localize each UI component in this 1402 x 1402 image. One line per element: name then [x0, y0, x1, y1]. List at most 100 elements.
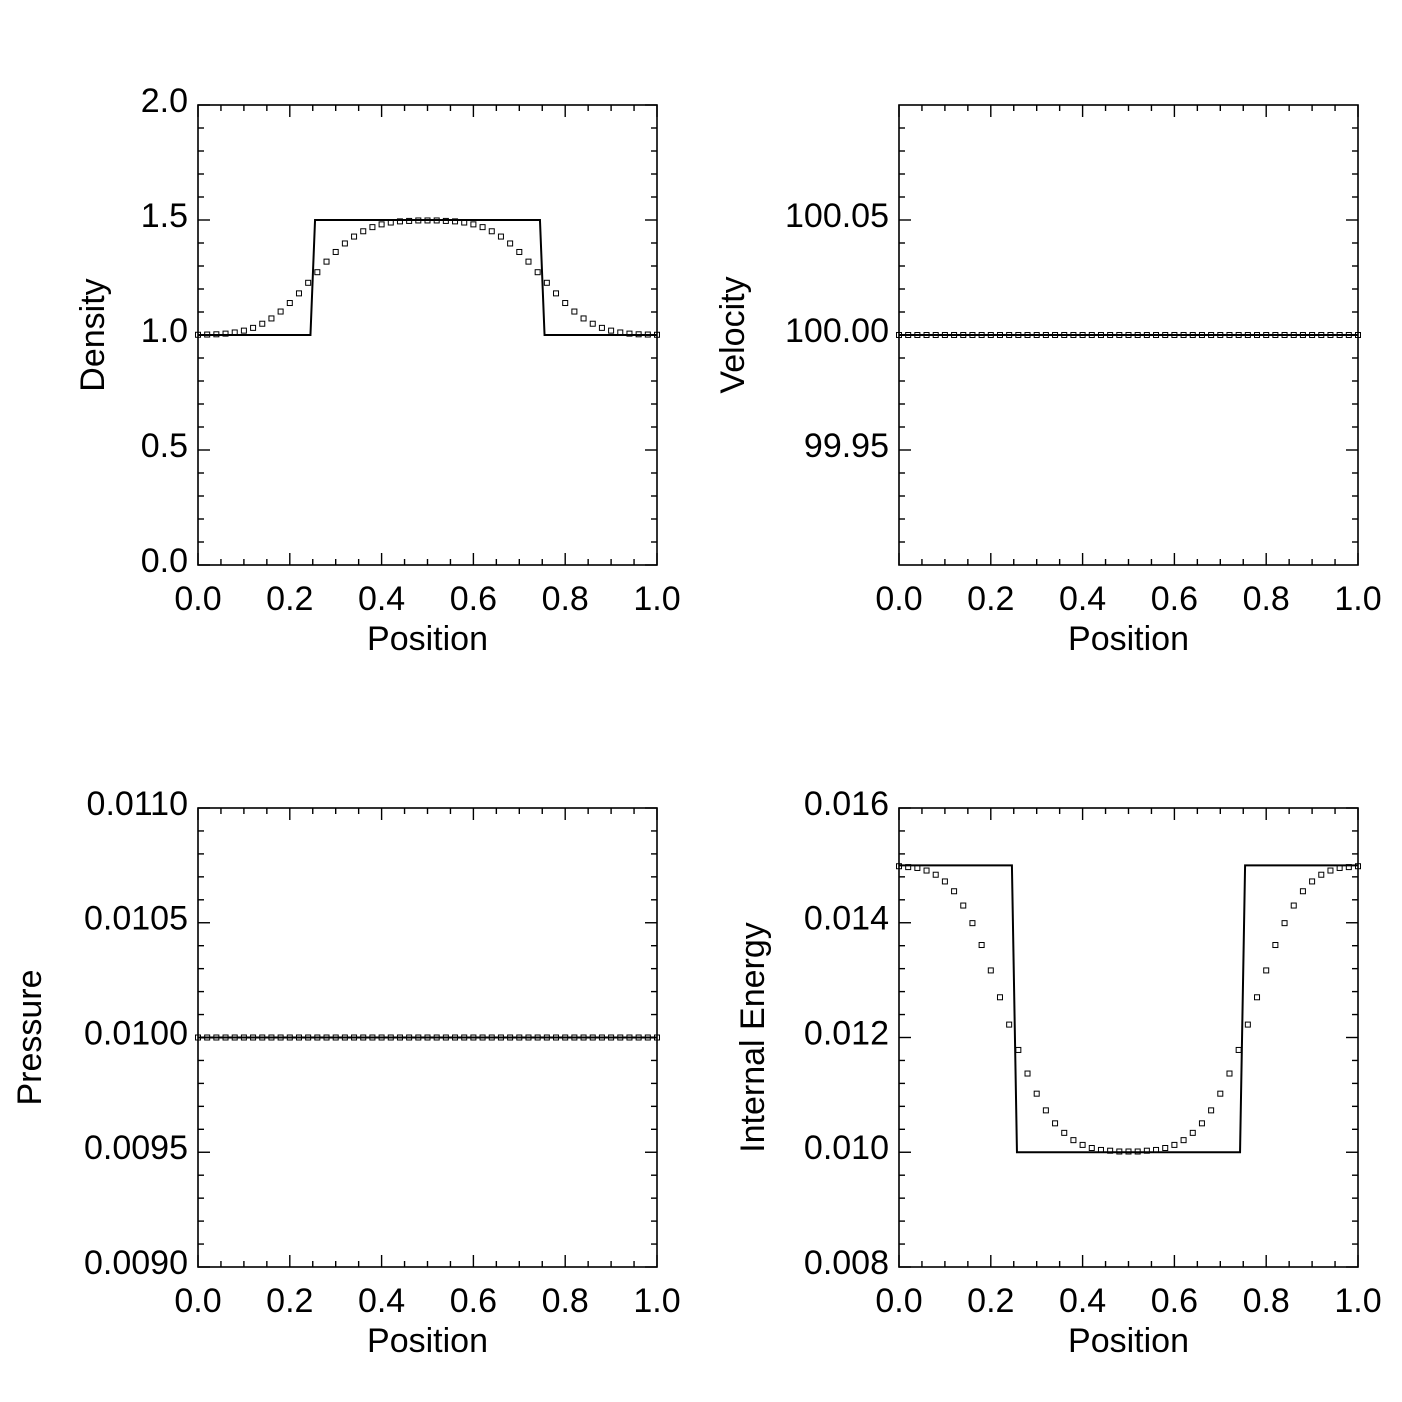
y-axis-label: Internal Energy — [734, 922, 772, 1153]
y-tick-label: 0.010 — [804, 1129, 889, 1167]
x-tick-label: 0.4 — [1059, 580, 1106, 618]
x-tick-label: 0.2 — [967, 1282, 1014, 1320]
plot-frame — [898, 807, 1359, 1268]
panel: 0.0 0.2 0.4 0.6 0.8 1.0 99.95 100.00 100.05 Posit… — [714, 104, 1382, 658]
data-point — [896, 863, 902, 870]
data-point — [1134, 1148, 1141, 1155]
x-tick-label: 0.4 — [1059, 1282, 1106, 1320]
data-point — [387, 219, 394, 226]
data-point — [1088, 332, 1095, 338]
data-point — [635, 331, 642, 338]
y-tick-label: 100.05 — [785, 197, 889, 235]
data-point — [516, 1034, 523, 1041]
data-point — [1355, 863, 1361, 870]
y-tick-label: 0.0100 — [84, 1014, 188, 1052]
data-point — [1263, 332, 1270, 338]
data-point — [259, 320, 266, 327]
data-point — [553, 290, 560, 297]
x-tick-label: 0.8 — [542, 580, 589, 618]
data-point — [914, 864, 921, 871]
data-point — [525, 258, 532, 265]
data-point — [1254, 994, 1261, 1001]
data-point — [1309, 332, 1316, 338]
data-point — [1336, 332, 1343, 338]
data-point — [1299, 332, 1306, 338]
data-point — [351, 1034, 358, 1041]
y-tick-label: 100.00 — [785, 312, 889, 350]
data-point — [996, 994, 1003, 1001]
data-point — [1125, 1148, 1132, 1155]
data-point — [626, 1034, 633, 1041]
data-point — [305, 279, 312, 286]
data-point — [932, 332, 939, 338]
data-point — [286, 300, 293, 307]
y-tick-label: 0.0090 — [84, 1244, 188, 1282]
data-point — [543, 1034, 550, 1041]
y-tick-label: 99.95 — [804, 427, 889, 465]
data-point — [923, 867, 930, 874]
data-point — [1235, 1046, 1242, 1053]
x-tick-label: 0.6 — [1151, 1282, 1198, 1320]
x-tick-label: 0.4 — [358, 1282, 405, 1320]
data-point — [195, 331, 201, 338]
data-point — [1143, 332, 1150, 338]
data-point — [433, 217, 440, 224]
data-point — [960, 332, 967, 338]
data-point — [250, 324, 257, 331]
data-point — [562, 1034, 569, 1041]
data-point — [396, 1034, 403, 1041]
x-tick-label: 1.0 — [633, 580, 680, 618]
data-point — [1355, 332, 1361, 338]
panel: 0.0 0.2 0.4 0.6 0.8 1.0 0.0090 0.0095 0.0100 0.01… — [11, 785, 681, 1360]
data-point — [213, 331, 220, 338]
data-point — [553, 1034, 560, 1041]
data-point — [608, 327, 615, 334]
x-tick-label: 0.6 — [450, 580, 497, 618]
data-point — [341, 1034, 348, 1041]
data-point — [1208, 332, 1215, 338]
data-point — [378, 221, 385, 228]
data-point — [479, 1034, 486, 1041]
data-point — [1180, 332, 1187, 338]
data-point — [996, 332, 1003, 338]
data-point — [589, 320, 596, 327]
y-tick-label: 0.012 — [804, 1014, 889, 1052]
data-point — [295, 290, 302, 297]
data-point — [378, 1034, 385, 1041]
data-point — [1345, 332, 1352, 338]
x-axis-label: Position — [367, 1322, 488, 1360]
data-point — [951, 888, 958, 895]
data-point — [987, 332, 994, 338]
data-point — [562, 300, 569, 307]
data-point — [1061, 1129, 1068, 1136]
data-point — [240, 327, 247, 334]
data-point — [598, 1034, 605, 1041]
data-point — [516, 248, 523, 255]
data-point — [608, 1034, 615, 1041]
y-tick-label: 0.0095 — [84, 1129, 188, 1167]
data-point — [914, 332, 921, 338]
data-point — [406, 217, 413, 224]
data-point — [250, 1034, 257, 1041]
y-tick-label: 0.016 — [804, 785, 889, 823]
x-axis-label: Position — [1068, 620, 1189, 658]
data-point — [277, 308, 284, 315]
data-point — [351, 233, 358, 240]
data-point — [654, 331, 660, 338]
data-point — [571, 308, 578, 315]
data-point — [415, 217, 422, 224]
y-tick-label: 1.5 — [141, 197, 188, 235]
x-tick-label: 0.4 — [358, 580, 405, 618]
data-point — [1281, 920, 1288, 927]
data-point — [617, 329, 624, 336]
data-point — [987, 967, 994, 974]
data-point — [314, 269, 321, 276]
data-point — [231, 1034, 238, 1041]
data-point — [969, 332, 976, 338]
data-point — [415, 1034, 422, 1041]
exact-line — [899, 864, 1358, 1154]
data-point — [617, 1034, 624, 1041]
data-point — [1024, 1070, 1031, 1077]
data-point — [580, 1034, 587, 1041]
data-point — [534, 1034, 541, 1041]
